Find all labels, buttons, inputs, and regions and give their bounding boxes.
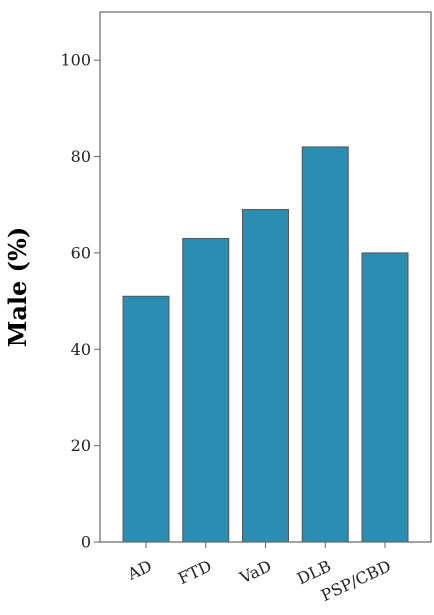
y-axis-title: Male (%) bbox=[3, 227, 32, 347]
y-tick-label: 20 bbox=[71, 436, 91, 455]
bar-ftd bbox=[182, 237, 230, 543]
bar-psp-cbd bbox=[361, 252, 409, 543]
plot-frame bbox=[99, 11, 432, 543]
bars bbox=[122, 146, 409, 543]
x-category-label: AD bbox=[124, 556, 155, 584]
y-tick-label: 80 bbox=[71, 147, 91, 166]
y-tick-label: 100 bbox=[60, 51, 91, 70]
bar-vad bbox=[242, 209, 289, 543]
y-tick-label: 40 bbox=[71, 340, 91, 359]
bar-ad bbox=[122, 295, 170, 543]
x-category-label: VaD bbox=[236, 556, 274, 587]
x-category-label: FTD bbox=[175, 556, 214, 588]
bar-dlb bbox=[301, 146, 349, 543]
y-tick-label: 60 bbox=[71, 243, 91, 262]
y-tick-label: 0 bbox=[81, 533, 91, 552]
y-axis-ticks: 0 20 40 60 80 100 bbox=[60, 51, 100, 552]
